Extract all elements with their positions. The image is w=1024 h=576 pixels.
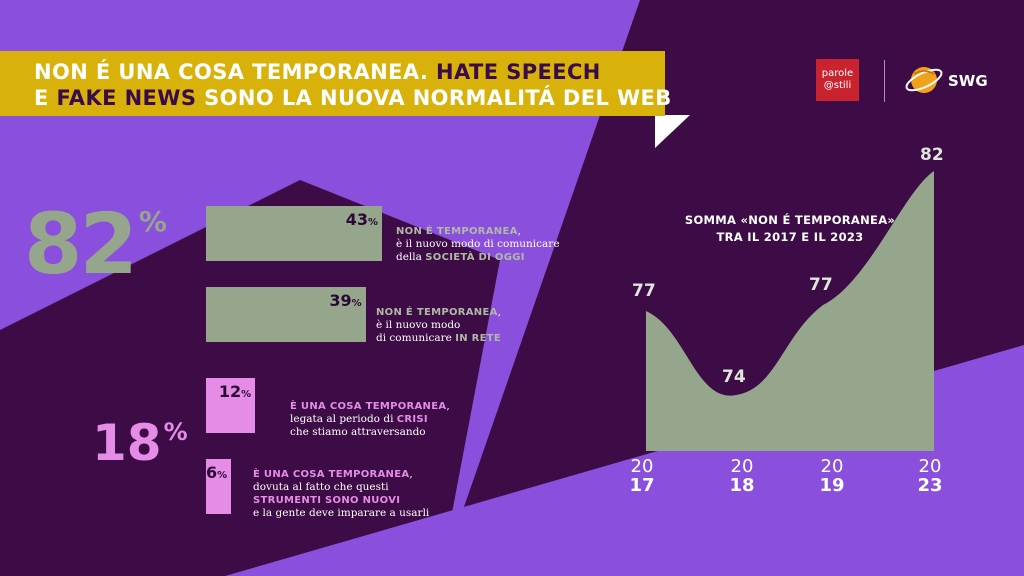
label-line: che stiamo attraversando <box>290 426 426 438</box>
bar-strumenti-nuovi <box>206 459 231 514</box>
label-line: è il nuovo modo <box>376 319 461 331</box>
area-series <box>646 171 934 451</box>
title-emphasis: HATE SPEECH <box>436 60 601 84</box>
bar-value-number: 12 <box>218 382 242 401</box>
logo-divider <box>884 60 885 102</box>
bar-value-pct: % <box>351 298 362 309</box>
title-part: NON É UNA COSA TEMPORANEA. <box>34 60 429 84</box>
bar-value: 6% <box>206 463 227 482</box>
bar-value: 39% <box>206 291 362 310</box>
total-temporary: 18% <box>92 418 188 468</box>
bar-value-pct: % <box>217 470 228 481</box>
label-head: NON É TEMPORANEA <box>376 307 498 318</box>
bar-value: 43% <box>206 210 378 229</box>
year-short: 23 <box>917 475 943 496</box>
label-emphasis: SOCIETÀ DI OGGI <box>425 252 525 263</box>
label-punct: , <box>409 468 413 480</box>
label-line: è il nuovo modo di comunicare <box>396 238 560 250</box>
label-emphasis: IN RETE <box>455 333 502 344</box>
area-chart <box>646 171 934 451</box>
bar-value-pct: % <box>241 389 252 400</box>
label-head: È UNA COSA TEMPORANEA <box>253 469 410 480</box>
title-part: E <box>34 86 49 110</box>
bar-label-4: È UNA COSA TEMPORANEA, dovuta al fatto c… <box>253 468 429 520</box>
year-century: 20 <box>630 456 654 477</box>
parole-ostili-logo: parole @stili <box>816 59 859 101</box>
year-short: 19 <box>819 475 845 496</box>
percent-sign: % <box>138 205 167 238</box>
label-head: È UNA COSA TEMPORANEA <box>290 401 447 412</box>
area-point-label: 77 <box>632 281 656 301</box>
year-century: 20 <box>730 456 754 477</box>
bar-label-3: È UNA COSA TEMPORANEA, legata al periodo… <box>290 400 450 439</box>
year-short: 17 <box>629 475 655 496</box>
swg-globe-icon <box>905 67 943 93</box>
bar-crisi <box>206 378 256 433</box>
label-punct: , <box>517 225 521 237</box>
title-line-1: NON É UNA COSA TEMPORANEA. HATE SPEECH <box>34 60 601 84</box>
label-punct: , <box>446 400 450 412</box>
bar-in-rete <box>206 287 366 342</box>
bar-value-number: 39 <box>329 291 352 310</box>
label-line: dovuta al fatto che questi <box>253 481 389 493</box>
logo-text: parole <box>821 68 854 79</box>
total-value: 82 <box>24 195 138 293</box>
area-chart-title: SOMMA «NON É TEMPORANEA» TRA IL 2017 E I… <box>640 212 940 246</box>
year-century: 20 <box>918 456 942 477</box>
label-text: legata al periodo di <box>290 413 394 425</box>
label-emphasis: CRISI <box>396 414 428 425</box>
percent-sign: % <box>163 418 188 446</box>
year-tick-label: 20 23 <box>915 457 945 495</box>
year-short: 18 <box>729 475 755 496</box>
chart-title-line: SOMMA «NON É TEMPORANEA» <box>684 213 896 227</box>
title-part: SONO LA NUOVA NORMALITÁ DEL WEB <box>204 86 672 110</box>
title-emphasis: FAKE NEWS <box>56 86 197 110</box>
label-emphasis: STRUMENTI SONO NUOVI <box>253 495 401 506</box>
bar-value-pct: % <box>367 217 378 228</box>
bar-societa-di-oggi <box>206 206 382 261</box>
logo-text: @stili <box>823 80 852 91</box>
year-tick-label: 20 17 <box>627 457 657 495</box>
chart-title-line: TRA IL 2017 E IL 2023 <box>716 230 864 244</box>
year-century: 20 <box>820 456 844 477</box>
bar-value-number: 6 <box>206 463 218 482</box>
label-text: della <box>396 251 422 263</box>
total-value: 18 <box>92 414 162 472</box>
title-banner <box>0 51 665 116</box>
total-not-temporary: 82% <box>24 202 167 286</box>
bar-value: 12% <box>206 382 251 401</box>
bar-value-number: 43 <box>345 210 368 229</box>
area-point-label: 77 <box>809 275 833 295</box>
area-point-label: 82 <box>920 145 944 165</box>
year-tick-label: 20 19 <box>817 457 847 495</box>
area-point-label: 74 <box>722 367 746 387</box>
label-line: e la gente deve imparare a usarli <box>253 507 430 519</box>
bar-label-2: NON É TEMPORANEA, è il nuovo modo di com… <box>376 306 501 345</box>
title-line-2: E FAKE NEWS SONO LA NUOVA NORMALITÁ DEL … <box>34 86 672 110</box>
bar-label-1: NON É TEMPORANEA, è il nuovo modo di com… <box>396 225 560 264</box>
swg-logo: SWG <box>948 72 988 90</box>
year-tick-label: 20 18 <box>727 457 757 495</box>
label-head: NON É TEMPORANEA <box>396 226 518 237</box>
label-text: di comunicare <box>376 332 452 344</box>
label-punct: , <box>497 306 501 318</box>
